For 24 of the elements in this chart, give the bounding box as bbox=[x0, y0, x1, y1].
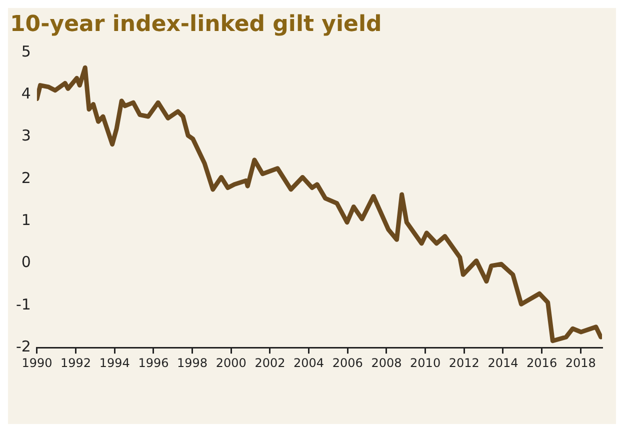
y-tick-label: 4 bbox=[21, 84, 31, 102]
x-tick-label: 2014 bbox=[488, 356, 518, 370]
y-tick-label: -2 bbox=[16, 337, 31, 356]
y-tick-label: -1 bbox=[16, 295, 31, 314]
x-tick-label: 1998 bbox=[177, 356, 208, 370]
x-tick-label: 1994 bbox=[99, 356, 130, 370]
y-tick-label: 0 bbox=[21, 253, 31, 272]
y-tick-label: 5 bbox=[21, 42, 31, 60]
chart-title: 10-year index-linked gilt yield bbox=[10, 12, 382, 37]
x-tick-label: 1996 bbox=[138, 356, 169, 370]
x-tick-label: 2018 bbox=[565, 356, 596, 370]
x-tick-label: 1992 bbox=[60, 356, 92, 370]
x-tick-label: 2016 bbox=[526, 356, 558, 370]
x-tick-label: 2000 bbox=[216, 356, 246, 370]
y-tick-label: 3 bbox=[21, 126, 31, 145]
y-tick-label: 2 bbox=[21, 168, 31, 187]
x-tick-label: 2004 bbox=[294, 356, 324, 370]
x-tick-label: 1990 bbox=[22, 356, 52, 370]
x-tick-label: 2002 bbox=[254, 356, 286, 370]
x-tick-label: 2006 bbox=[332, 356, 363, 370]
y-tick-label: 1 bbox=[21, 210, 31, 229]
x-tick-label: 2012 bbox=[448, 356, 480, 370]
x-tick-label: 2010 bbox=[410, 356, 441, 370]
x-tick-label: 2008 bbox=[371, 356, 402, 370]
